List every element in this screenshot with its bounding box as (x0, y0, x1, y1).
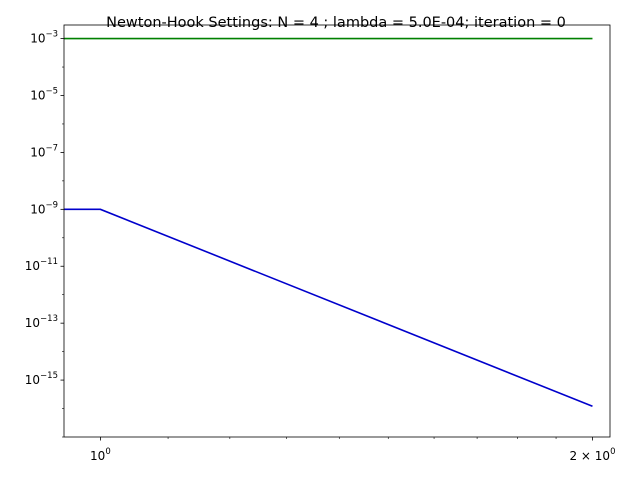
y-tick-label: 10−9 (30, 200, 58, 216)
x-tick-label: 100 (90, 447, 111, 463)
y-tick-label: 10−3 (30, 30, 58, 46)
y-tick-label: 10−15 (25, 371, 58, 387)
plot-frame (63, 24, 611, 438)
y-tick-label: 10−7 (30, 143, 58, 159)
series-line-2 (64, 208, 593, 408)
ticks-layer: 10−3 10−5 10−7 10−9 10−11 10−13 10−15 100 2 × 10… (25, 30, 616, 463)
x-tick-label: 2 × 100 (569, 447, 615, 463)
y-tick-label: 10−5 (30, 86, 58, 102)
chart-title: Newton-Hook Settings: N = 4 ; lambda = 5… (106, 15, 566, 31)
y-tick-label: 10−11 (25, 257, 58, 273)
y-tick-label: 10−13 (25, 314, 58, 330)
series-layer (64, 37, 593, 408)
